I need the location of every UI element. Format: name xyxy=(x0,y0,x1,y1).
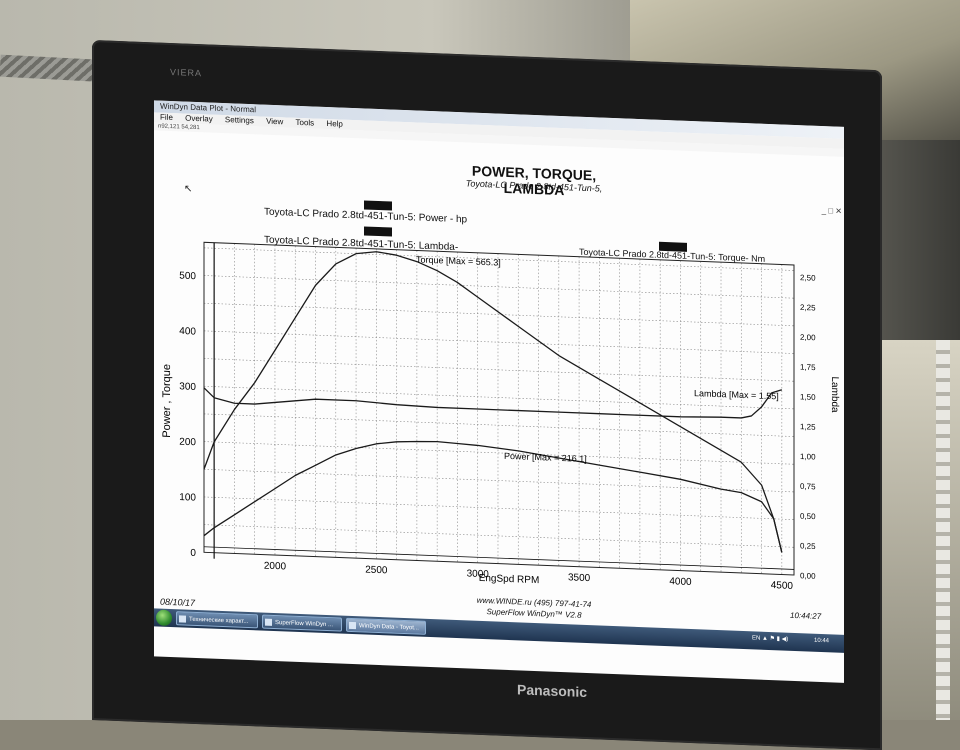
torque-max-label: Torque [Max = 565.3] xyxy=(416,254,501,267)
x-tick-label: 2000 xyxy=(264,561,287,573)
y-axis-label: Power , Torque xyxy=(161,364,173,438)
y2-tick-label: 1,50 xyxy=(800,392,816,402)
chart-series xyxy=(203,251,783,553)
grid-line-h xyxy=(204,441,794,465)
grid-line-h xyxy=(204,247,794,271)
baseline xyxy=(204,546,794,570)
y2-tick-label: 0,00 xyxy=(800,571,816,581)
grid-line-h xyxy=(204,385,794,410)
start-button-icon[interactable] xyxy=(156,609,172,627)
y-tick-label: 500 xyxy=(179,271,196,283)
y-tick-label: 300 xyxy=(179,381,196,393)
background-shelf-post xyxy=(936,340,950,720)
plot-time: 10:44:27 xyxy=(790,610,822,622)
power-max-label: Power [Max = 216.1] xyxy=(504,451,587,464)
x-tick-label: 4000 xyxy=(669,576,692,588)
grid-line-h xyxy=(204,468,794,493)
series-line-lambda xyxy=(203,387,783,419)
app-icon xyxy=(265,618,272,626)
chart-axes xyxy=(203,241,795,576)
system-tray[interactable]: EN ▲ ⚑ ▮ ◀) xyxy=(752,635,789,643)
taskbar-item-doc[interactable]: Технические характ... xyxy=(176,611,258,629)
y-tick-label: 400 xyxy=(179,326,196,338)
x-tick-label: 3000 xyxy=(467,568,490,580)
y2-tick-label: 2,00 xyxy=(800,333,816,343)
grid-line-h xyxy=(204,524,794,548)
dyno-chart: 2000 2500 3000 3500 4000 4500 0 100 200 300 400 500… xyxy=(161,241,840,592)
tray-clock: 10:44 xyxy=(814,637,830,645)
y2-axis-label: Lambda xyxy=(829,376,840,413)
y2-tick-label: 0,25 xyxy=(800,541,816,551)
x-tick-label: 4500 xyxy=(771,580,794,592)
y2-tick-label: 1,75 xyxy=(800,363,816,373)
grid-line-h xyxy=(204,496,794,520)
x-tick-label: 2500 xyxy=(365,564,388,576)
grid-line-h xyxy=(204,330,794,354)
plot-frame xyxy=(203,241,795,576)
y2-tick-label: 0,75 xyxy=(800,482,816,492)
y2-tick-label: 1,25 xyxy=(800,422,816,432)
y2-tick-label: 2,50 xyxy=(800,273,816,283)
grid-line-h xyxy=(204,275,794,299)
y-tick-label: 100 xyxy=(179,492,196,504)
taskbar-item-windyn-plot[interactable]: WinDyn Data - Toyot... xyxy=(346,617,426,635)
taskbar-item-superflow[interactable]: SuperFlow WinDyn ... xyxy=(262,614,342,632)
chart-grid xyxy=(204,242,794,575)
plot-date: 08/10/17 xyxy=(160,596,196,608)
y-tick-label: 200 xyxy=(179,437,196,449)
chart-ticks: 2000 2500 3000 3500 4000 4500 0 100 200 300 400 500… xyxy=(179,271,816,592)
grid-line-h xyxy=(204,413,794,437)
y-tick-label: 0 xyxy=(190,548,196,559)
document-icon xyxy=(179,615,186,623)
series-line-power xyxy=(203,440,783,553)
monitor-brand-logo: Panasonic xyxy=(517,681,588,701)
x-axis-label: EngSpd RPM xyxy=(479,573,540,586)
screen: WinDyn Data Plot - Normal File Overlay S… xyxy=(154,100,844,683)
x-tick-label: 3500 xyxy=(568,572,591,584)
monitor: VIERA Panasonic WinDyn Data Plot - Norma… xyxy=(92,40,882,750)
grid-line-h xyxy=(204,358,794,382)
series-line-torque xyxy=(203,251,783,553)
monitor-model-label: VIERA xyxy=(170,66,203,79)
y2-tick-label: 0,50 xyxy=(800,512,816,522)
lambda-max-label: Lambda [Max = 1.55] xyxy=(694,388,779,401)
app-icon xyxy=(349,621,356,630)
y2-tick-label: 1,00 xyxy=(800,452,816,462)
y2-tick-label: 2,25 xyxy=(800,303,816,313)
